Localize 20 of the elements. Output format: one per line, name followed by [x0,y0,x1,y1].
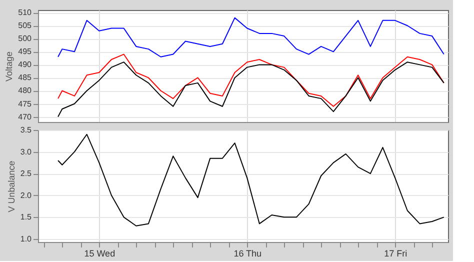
y-tick-label: 2.0 [20,190,32,200]
y-tick-label: 495 [18,47,32,56]
y-tick-label: 3.0 [20,147,32,156]
y-tick-label: 1.5 [20,212,32,222]
x-tick-label: 15 Wed [84,248,116,258]
y-axis-title: V Unbalance [6,160,16,212]
y-tick-label: 480 [18,86,32,96]
y-tick-label: 490 [18,60,32,70]
y-tick-label: 505 [18,21,32,30]
x-tick-label: 16 Thu [234,248,262,258]
x-tick-label: 17 Fri [384,248,408,258]
y-tick-label: 485 [18,73,32,82]
y-axis-title: Voltage [4,51,14,82]
y-tick-label: 500 [18,34,32,44]
y-tick-label: 2.5 [20,169,32,178]
y-tick-label: 510 [18,8,32,18]
y-tick-label: 1.0 [20,234,32,244]
y-tick-label: 475 [18,99,32,108]
y-tick-label: 470 [18,112,32,122]
y-tick-label: 3.5 [20,126,32,134]
